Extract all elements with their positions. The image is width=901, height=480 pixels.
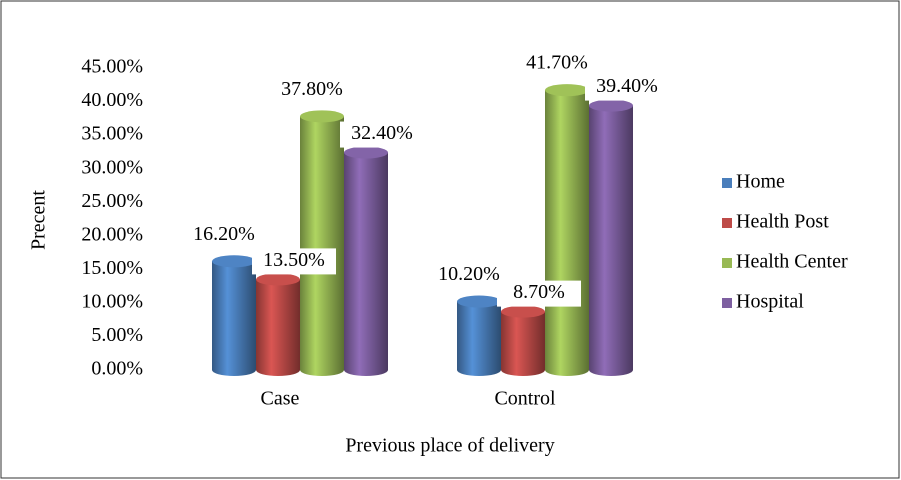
value-label: 16.20% (193, 223, 255, 245)
value-label: 10.20% (438, 263, 500, 285)
legend-swatch (722, 258, 732, 268)
y-tick-label: 5.00% (91, 324, 143, 346)
x-tick-label: Control (494, 388, 556, 410)
bar-top (300, 110, 344, 123)
bar (256, 279, 300, 376)
bar-top (545, 84, 589, 97)
legend-swatch (722, 218, 732, 228)
y-axis-title: Precent (28, 190, 50, 250)
value-label: 39.40% (596, 75, 658, 97)
bar (545, 90, 589, 376)
value-label: 8.70% (513, 281, 565, 303)
bar (344, 152, 388, 376)
value-label-bg (585, 74, 669, 101)
bar (300, 116, 344, 376)
bar-top (457, 295, 501, 308)
bar (212, 261, 256, 376)
bar-top (589, 99, 633, 112)
value-label-bg (497, 280, 581, 307)
y-tick-label: 45.00% (81, 56, 143, 78)
y-tick-label: 10.00% (81, 290, 143, 312)
x-axis-title: Previous place of delivery (345, 435, 554, 457)
x-tick-label: Case (261, 388, 300, 410)
legend-label: Health Post (736, 211, 829, 233)
legend-swatch (722, 178, 732, 188)
value-label: 37.80% (281, 78, 343, 100)
bar-top (501, 305, 545, 318)
bar (457, 301, 501, 376)
bar-top (344, 146, 388, 159)
bar (589, 105, 633, 377)
y-tick-label: 35.00% (81, 123, 143, 145)
legend-label: Health Center (736, 251, 848, 273)
y-tick-label: 30.00% (81, 156, 143, 178)
bar (501, 311, 545, 376)
value-label-bg (252, 248, 336, 275)
y-tick-label: 25.00% (81, 190, 143, 212)
bar-top (212, 255, 256, 268)
y-tick-label: 15.00% (81, 257, 143, 279)
value-label: 41.70% (526, 52, 588, 74)
y-tick-label: 0.00% (91, 358, 143, 380)
legend-label: Hospital (736, 291, 804, 313)
value-label-bg (340, 121, 424, 148)
y-tick-label: 20.00% (81, 223, 143, 245)
y-tick-label: 40.00% (81, 89, 143, 111)
value-label: 13.50% (263, 249, 325, 271)
value-label: 32.40% (351, 122, 413, 144)
bar-top (256, 273, 300, 286)
legend-swatch (722, 298, 732, 308)
legend-label: Home (736, 171, 785, 193)
